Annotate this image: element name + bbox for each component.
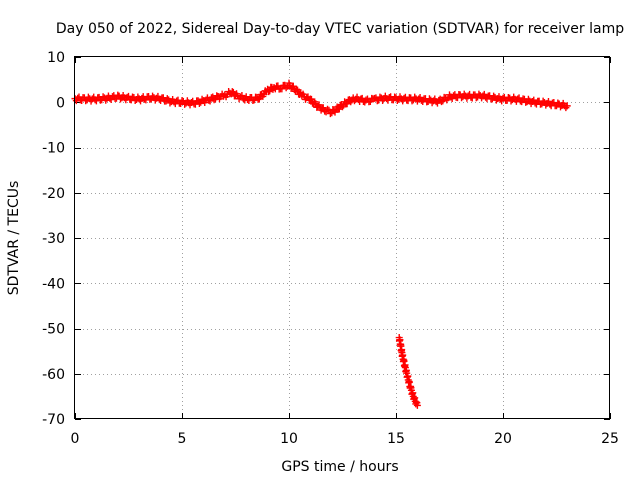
ticks: 0 5 10 15 20 25 10 0 -10 -20 -30 -40 -50 -60 -70	[42, 50, 619, 447]
data-series	[71, 79, 571, 409]
x-tick-label: 10	[280, 431, 298, 447]
chart-title: Day 050 of 2022, Sidereal Day-to-day VTE…	[56, 21, 624, 37]
y-tick-label: -20	[42, 186, 65, 202]
data-point-marker	[319, 104, 327, 112]
x-tick-label: 5	[178, 431, 187, 447]
data-point-marker	[292, 85, 300, 93]
data-point-marker	[195, 99, 203, 107]
x-tick-label: 15	[387, 431, 405, 447]
y-tick-label: -10	[42, 141, 65, 157]
data-point-marker	[413, 401, 421, 409]
y-tick-label: -30	[42, 231, 65, 247]
data-point-marker	[282, 84, 290, 92]
y-tick-label: -60	[42, 367, 65, 383]
plot-frame	[74, 56, 610, 419]
y-tick-label: 0	[56, 95, 65, 111]
y-tick-label: 10	[47, 50, 65, 66]
x-axis-title: GPS time / hours	[281, 459, 398, 475]
grid	[75, 57, 610, 419]
data-point-marker	[278, 85, 286, 93]
data-point-marker	[331, 108, 339, 116]
data-point-marker	[343, 100, 351, 108]
x-tick-label: 0	[71, 431, 80, 447]
data-point-marker	[206, 97, 214, 105]
y-tick-label: -50	[42, 322, 65, 338]
data-point-marker	[350, 97, 358, 105]
series-lamp-outlier-segment	[395, 334, 421, 409]
data-point-marker	[563, 102, 571, 110]
data-point-marker	[210, 96, 218, 104]
data-point-marker	[326, 110, 334, 118]
y-tick-label: -40	[42, 276, 65, 292]
series-lamp	[71, 79, 571, 118]
x-tick-label: 25	[601, 431, 619, 447]
data-point-marker	[557, 103, 565, 111]
data-point-marker	[116, 95, 124, 103]
data-point-marker	[266, 87, 274, 95]
data-point-marker	[163, 95, 171, 103]
data-point-marker	[289, 82, 297, 90]
data-point-marker	[228, 88, 236, 96]
x-tick-label: 20	[494, 431, 512, 447]
y-axis-title: SDTVAR / TECUs	[6, 181, 22, 296]
y-tick-label: -70	[42, 412, 65, 428]
data-point-marker	[255, 95, 263, 103]
